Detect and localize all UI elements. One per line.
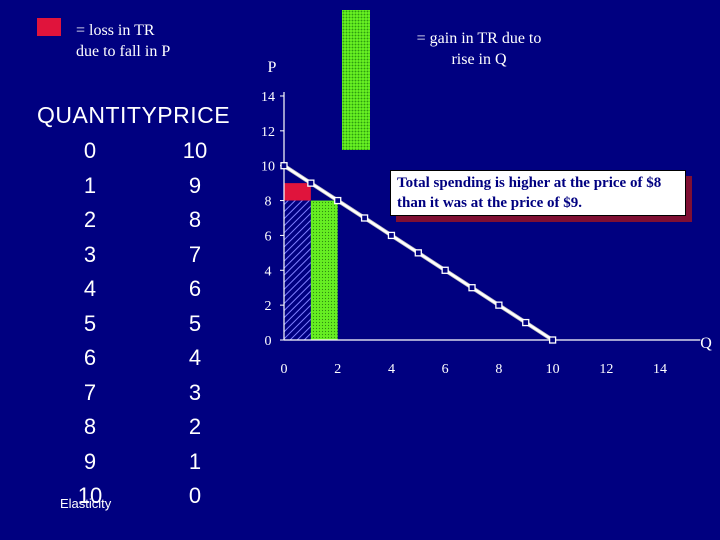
price-cell: 7	[188, 241, 202, 267]
y-axis-label: P	[268, 59, 277, 76]
demand-point	[387, 231, 396, 240]
price-cell: 4	[188, 345, 202, 370]
schedule-header: QUANTITYPRICE	[37, 102, 230, 129]
y-tick-label: 4	[265, 264, 272, 279]
price-cell: 3	[188, 379, 202, 405]
y-tick-label: 10	[261, 160, 275, 175]
price-cell: 9	[188, 172, 202, 198]
quantity-cell: 2	[83, 207, 97, 232]
y-tick-label: 8	[265, 195, 272, 210]
price-cell: 6	[188, 276, 202, 301]
demand-point	[441, 266, 449, 274]
demand-point	[334, 196, 342, 205]
gain-legend-swatch	[342, 10, 370, 150]
quantity-cell: 4	[83, 276, 97, 301]
price-cell: 2	[188, 414, 202, 439]
gain-in-tr-area	[310, 200, 338, 340]
loss-legend-swatch	[37, 18, 61, 36]
quantity-cell: 0	[83, 138, 97, 163]
note-callout: Total spending is higher at the price of…	[390, 170, 686, 216]
x-axis-label: Q	[700, 335, 712, 352]
unchanged-tr-area	[284, 200, 311, 340]
demand-point	[280, 162, 288, 170]
quantity-cell: 1	[83, 172, 97, 198]
x-tick-label: 6	[442, 362, 449, 377]
price-cell: 5	[188, 310, 202, 336]
price-cell: 10	[182, 138, 208, 163]
x-tick-label: 0	[281, 362, 288, 377]
x-tick-label: 14	[653, 362, 667, 377]
price-cell: 0	[188, 483, 202, 508]
quantity-cell: 3	[83, 241, 97, 267]
x-tick-label: 8	[495, 362, 502, 377]
price-header: PRICE	[157, 102, 231, 128]
y-tick-label: 12	[261, 125, 275, 140]
quantity-cell: 10	[77, 483, 103, 508]
elasticity-label: Elasticity	[60, 496, 112, 511]
y-tick-label: 6	[265, 229, 272, 244]
y-tick-label: 2	[265, 299, 272, 314]
x-tick-label: 12	[599, 362, 613, 377]
demand-point	[307, 179, 315, 187]
loss-in-tr-area	[284, 183, 311, 201]
y-tick-label: 0	[265, 334, 272, 349]
demand-point	[468, 284, 476, 292]
quantity-cell: 8	[83, 414, 97, 439]
demand-point	[548, 336, 557, 344]
y-tick-label: 14	[261, 90, 275, 105]
demand-point	[360, 214, 369, 222]
quantity-cell: 9	[83, 448, 97, 474]
quantity-cell: 5	[83, 310, 97, 336]
quantity-column: 0 1 2 3 4 5 6 7 8 9 10	[60, 136, 120, 516]
quantity-cell: 7	[83, 379, 97, 405]
quantity-header: QUANTITY	[37, 102, 158, 128]
loss-legend-label: = loss in TR due to fall in P	[76, 22, 171, 60]
price-cell: 1	[188, 448, 202, 474]
price-column: 10 9 8 7 6 5 4 3 2 1 0	[165, 136, 225, 516]
x-tick-label: 2	[334, 362, 341, 377]
x-tick-label: 10	[546, 362, 560, 377]
price-cell: 8	[188, 207, 202, 232]
x-tick-label: 4	[388, 362, 395, 377]
quantity-cell: 6	[83, 345, 97, 370]
demand-point	[522, 318, 530, 327]
demand-point	[414, 249, 422, 257]
gain-legend-label: = gain in TR due to rise in Q	[416, 30, 542, 68]
demand-point	[495, 301, 503, 309]
